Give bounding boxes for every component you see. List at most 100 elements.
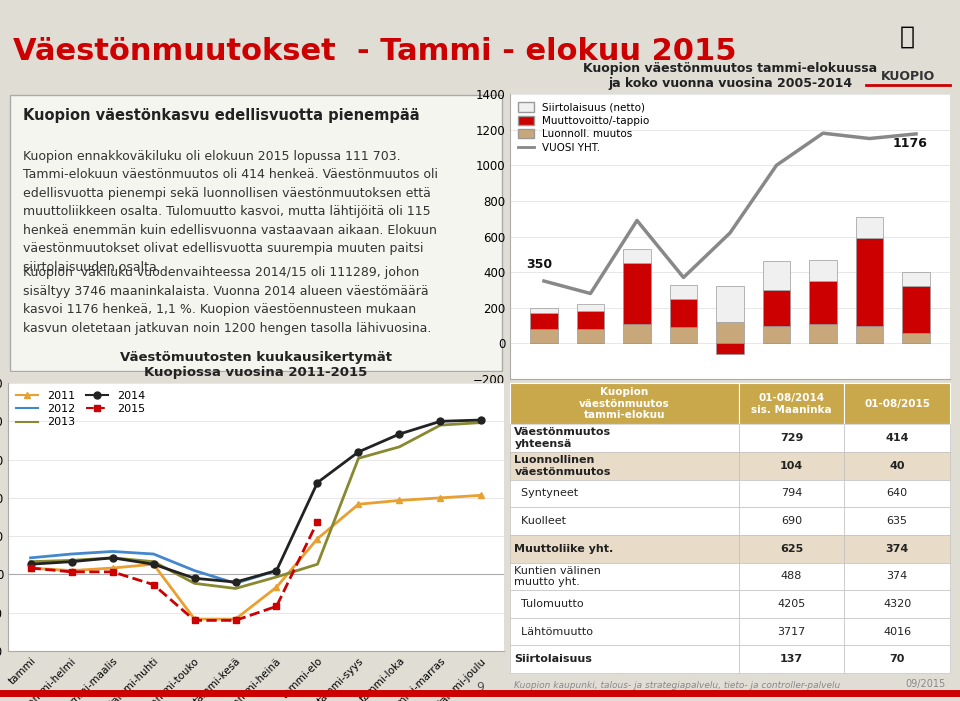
FancyBboxPatch shape <box>510 535 739 562</box>
Text: Väestönmuutos
yhteensä: Väestönmuutos yhteensä <box>515 428 612 449</box>
Text: 374: 374 <box>887 571 908 581</box>
Text: 137: 137 <box>780 654 804 664</box>
2012 <box>271 566 282 575</box>
2011 <box>107 564 118 572</box>
2014 <box>352 448 364 456</box>
2011 <box>271 583 282 592</box>
2014 <box>189 574 201 583</box>
Bar <box>762 290 790 325</box>
Text: 40: 40 <box>890 461 905 471</box>
2012 <box>66 550 78 558</box>
2012 <box>25 554 36 562</box>
Bar <box>623 324 651 343</box>
FancyBboxPatch shape <box>739 424 845 452</box>
Text: 414: 414 <box>885 433 909 443</box>
2011 <box>352 500 364 508</box>
2013 <box>352 454 364 463</box>
2014 <box>107 554 118 562</box>
2015 <box>312 517 324 526</box>
FancyBboxPatch shape <box>510 646 739 673</box>
2013 <box>312 560 324 569</box>
Bar <box>809 324 837 343</box>
2015 <box>66 568 78 576</box>
Bar <box>716 287 744 322</box>
2013 <box>25 557 36 566</box>
2014 <box>229 578 241 586</box>
2013 <box>189 579 201 587</box>
Bar <box>623 249 651 263</box>
Text: 4320: 4320 <box>883 599 911 609</box>
2011 <box>435 494 446 502</box>
2013 <box>435 421 446 429</box>
Text: 640: 640 <box>887 489 908 498</box>
2014 <box>435 417 446 426</box>
Text: 1176: 1176 <box>893 137 927 151</box>
Bar <box>902 333 930 343</box>
Text: Siirtolaisuus: Siirtolaisuus <box>515 654 592 664</box>
Bar <box>902 272 930 287</box>
Title: Väestömuutosten kuukausikertymät
Kuopiossa vuosina 2011-2015: Väestömuutosten kuukausikertymät Kuopios… <box>120 351 392 379</box>
Line: 2011: 2011 <box>27 492 485 622</box>
Text: Kuopion kaupunki, talous- ja strategiapalvelu, tieto- ja controller-palvelu: Kuopion kaupunki, talous- ja strategiapa… <box>515 681 841 690</box>
Text: Lähtömuutto: Lähtömuutto <box>515 627 593 637</box>
FancyBboxPatch shape <box>739 535 845 562</box>
2015 <box>25 564 36 572</box>
FancyBboxPatch shape <box>739 383 845 424</box>
2013 <box>229 584 241 592</box>
Text: Luonnollinen
väestönmuutos: Luonnollinen väestönmuutos <box>515 455 611 477</box>
Text: 104: 104 <box>780 461 804 471</box>
2014 <box>476 416 488 424</box>
Title: Kuopion väestönmuutos tammi-elokuussa
ja koko vuonna vuosina 2005-2014: Kuopion väestönmuutos tammi-elokuussa ja… <box>583 62 877 90</box>
2014 <box>271 566 282 575</box>
Bar <box>855 217 883 238</box>
2013 <box>107 554 118 562</box>
2013 <box>148 557 159 566</box>
FancyBboxPatch shape <box>845 562 950 590</box>
2011 <box>25 564 36 572</box>
Bar <box>762 261 790 290</box>
FancyBboxPatch shape <box>845 590 950 618</box>
Bar <box>716 343 744 354</box>
Bar <box>809 281 837 324</box>
Line: 2013: 2013 <box>31 423 482 588</box>
FancyBboxPatch shape <box>845 535 950 562</box>
Text: 70: 70 <box>890 654 905 664</box>
Text: Kuopion
väestönmuutos
tammi-elokuu: Kuopion väestönmuutos tammi-elokuu <box>579 387 670 421</box>
Bar <box>669 327 698 343</box>
2011 <box>148 560 159 569</box>
Text: 488: 488 <box>780 571 803 581</box>
2014 <box>148 560 159 569</box>
FancyBboxPatch shape <box>510 424 739 452</box>
FancyBboxPatch shape <box>739 452 845 479</box>
FancyBboxPatch shape <box>510 562 739 590</box>
Bar <box>669 285 698 299</box>
2014 <box>66 557 78 566</box>
Legend: Siirtolaisuus (netto), Muuttovoitto/-tappio, Luonnoll. muutos, VUOSI YHT.: Siirtolaisuus (netto), Muuttovoitto/-tap… <box>516 100 653 156</box>
2012 <box>189 566 201 575</box>
Text: 01-08/2014
sis. Maaninka: 01-08/2014 sis. Maaninka <box>752 393 832 414</box>
2011 <box>189 615 201 623</box>
Text: 635: 635 <box>887 516 908 526</box>
Text: Muuttoliike yht.: Muuttoliike yht. <box>515 544 613 554</box>
2014 <box>312 478 324 486</box>
Bar <box>762 325 790 343</box>
Line: 2012: 2012 <box>31 552 276 583</box>
Text: 09/2015: 09/2015 <box>905 679 946 690</box>
2011 <box>229 615 241 623</box>
FancyBboxPatch shape <box>739 590 845 618</box>
2013 <box>66 556 78 564</box>
Legend: 2011, 2012, 2013, 2014, 2015: 2011, 2012, 2013, 2014, 2015 <box>13 388 148 430</box>
Text: Kuntien välinen
muutto yht.: Kuntien välinen muutto yht. <box>515 566 601 587</box>
FancyBboxPatch shape <box>845 479 950 508</box>
Text: Kuolleet: Kuolleet <box>515 516 566 526</box>
Bar <box>623 263 651 324</box>
Text: 729: 729 <box>780 433 804 443</box>
Text: 350: 350 <box>526 258 552 271</box>
Text: KUOPIO: KUOPIO <box>880 70 935 83</box>
Bar <box>577 304 605 311</box>
Text: Väestönmuutokset  - Tammi - elokuu 2015: Väestönmuutokset - Tammi - elokuu 2015 <box>12 36 736 66</box>
Bar <box>902 287 930 333</box>
Bar <box>577 329 605 343</box>
Text: 4205: 4205 <box>778 599 805 609</box>
Text: 4016: 4016 <box>883 627 911 637</box>
